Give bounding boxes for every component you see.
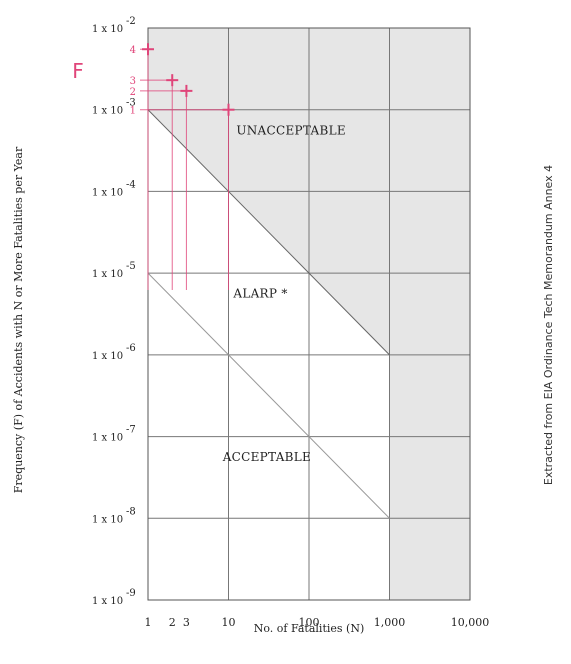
- y-tick-label: 1 x 10: [92, 596, 123, 607]
- acceptable-boundary: [147, 272, 390, 519]
- x-tick-label: 3: [183, 616, 190, 629]
- boundary-lines: [147, 109, 390, 519]
- point-label: 3: [130, 76, 136, 87]
- right-column-shading: [389, 28, 470, 600]
- region-label: ACCEPTABLE: [222, 450, 311, 464]
- y-tick-exponent: -9: [126, 588, 136, 599]
- x-tick-label: 100: [299, 616, 320, 629]
- points-f-label: F: [72, 59, 84, 83]
- y-tick-label: 1 x 10: [92, 106, 123, 117]
- y-tick-exponent: -7: [126, 425, 136, 436]
- point-label: 4: [130, 45, 136, 56]
- x-tick-label: 1,000: [374, 616, 406, 629]
- x-axis-label: No. of Fatalities (N): [254, 622, 365, 635]
- plot-frame: [147, 27, 471, 601]
- highlighted-points: 4 32 1: [130, 43, 235, 290]
- x-tick-labels: 1 2 3 10 100 1,000 10,000: [145, 616, 490, 629]
- y-tick-exponent: -5: [126, 261, 136, 272]
- y-tick-label: 1 x 10: [92, 351, 123, 362]
- y-tick-exponent: -8: [126, 506, 136, 517]
- x-tick-label: 2: [169, 616, 176, 629]
- x-tick-label: 10,000: [451, 616, 490, 629]
- region-labels: UNACCEPTABLE ALARP * ACCEPTABLE: [222, 123, 346, 464]
- point-label: 2: [130, 87, 136, 98]
- y-tick-label: 1 x 10: [92, 269, 123, 280]
- region-label: UNACCEPTABLE: [236, 123, 346, 137]
- y-tick-label: 1 x 10: [92, 514, 123, 525]
- y-tick-label: 1 x 10: [92, 24, 123, 35]
- point-label: 1: [130, 106, 136, 117]
- y-axis-label: Frequency (F) of Accidents with N or Mor…: [12, 146, 25, 493]
- source-note: Extracted from EIA Ordinance Tech Memora…: [542, 165, 555, 485]
- region-label: ALARP *: [232, 287, 287, 301]
- unacceptable-boundary: [147, 109, 390, 356]
- x-tick-label: 1: [145, 616, 152, 629]
- y-tick-exponent: -2: [126, 16, 136, 27]
- y-tick-exponent: -6: [126, 343, 136, 354]
- y-tick-exponent: -3: [126, 98, 136, 109]
- y-tick-exponent: -4: [126, 179, 136, 190]
- y-tick-label: 1 x 10: [92, 433, 123, 444]
- x-tick-label: 10: [222, 616, 236, 629]
- y-tick-label: 1 x 10: [92, 187, 123, 198]
- y-tick-labels: 1 x 10-21 x 10-31 x 10-41 x 10-51 x 10-6…: [92, 16, 136, 607]
